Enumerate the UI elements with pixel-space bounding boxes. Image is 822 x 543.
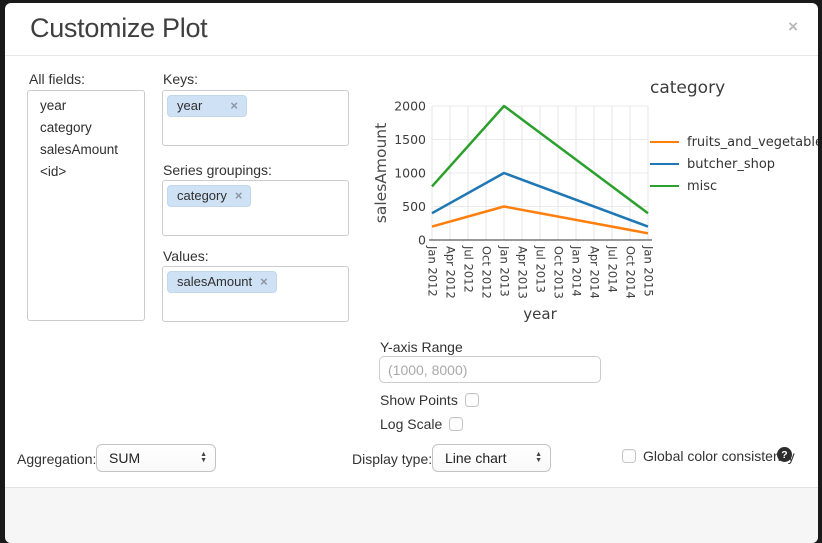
plot-preview: 0 500 1000 1500 2000 Jan 2012 Apr 2012 Jul 2012… [372,82,664,335]
field-item-year[interactable]: year [40,98,67,113]
show-points-label: Show Points [380,392,458,408]
select-stepper-icon: ▲ ▼ [200,451,207,464]
global-color-checkbox[interactable] [622,449,636,463]
svg-text:1500: 1500 [394,132,426,147]
tag-label: category [177,188,227,203]
values-label: Values: [163,248,209,264]
aggregation-label: Aggregation: [17,451,97,467]
aggregation-value: SUM [109,450,141,466]
svg-text:Jan 2015: Jan 2015 [642,245,656,297]
svg-text:Jan 2012: Jan 2012 [426,245,440,297]
legend-label: misc [687,178,718,194]
tag-year[interactable]: year × [167,95,247,117]
legend-item-misc: misc [650,175,818,197]
svg-text:Apr 2012: Apr 2012 [444,246,458,299]
dialog-title: Customize Plot [30,13,208,43]
all-fields-list: year category salesAmount <id> [27,90,145,321]
legend-label: fruits_and_vegetable [687,134,818,150]
y-axis-range-input[interactable] [379,356,601,383]
svg-text:Jul 2014: Jul 2014 [606,245,620,293]
field-item-id[interactable]: <id> [40,164,67,179]
svg-text:salesAmount: salesAmount [372,123,390,223]
svg-text:Jul 2012: Jul 2012 [462,245,476,293]
tag-remove-icon[interactable]: × [260,274,268,289]
log-scale-label: Log Scale [380,416,443,432]
svg-text:year: year [523,305,557,323]
global-color-row: Global color consistency [622,448,795,464]
svg-text:Apr 2013: Apr 2013 [516,246,530,299]
show-points-checkbox[interactable] [464,393,479,407]
field-item-salesAmount[interactable]: salesAmount [40,142,119,157]
display-type-value: Line chart [445,450,507,466]
display-type-label: Display type: [352,451,433,467]
tag-label: salesAmount [177,274,253,289]
svg-text:Jul 2013: Jul 2013 [534,245,548,293]
log-scale-checkbox[interactable] [449,417,464,431]
global-color-label: Global color consistency [643,448,795,464]
tag-salesAmount[interactable]: salesAmount × [167,271,277,293]
svg-text:Oct 2012: Oct 2012 [480,246,494,299]
field-item-category[interactable]: category [40,120,92,135]
dialog-header: Customize Plot × [5,3,818,56]
legend-swatch [650,163,679,165]
select-stepper-icon: ▲ ▼ [535,451,542,464]
svg-text:Oct 2013: Oct 2013 [552,246,566,299]
show-points-row: Show Points [380,392,479,408]
values-dropzone[interactable]: salesAmount × [162,266,349,322]
tag-remove-icon[interactable]: × [234,188,243,203]
series-groupings-dropzone[interactable]: category × [162,180,349,236]
svg-text:500: 500 [402,199,426,214]
svg-text:Apr 2014: Apr 2014 [588,246,602,299]
tag-label: year [177,98,203,113]
legend-title: category [650,78,726,98]
tag-category[interactable]: category × [167,185,252,207]
y-axis-range-label: Y-axis Range [380,339,463,355]
svg-text:0: 0 [418,233,426,248]
keys-label: Keys: [163,71,199,87]
aggregation-select[interactable]: SUM ▲ ▼ [96,444,216,472]
svg-text:Oct 2014: Oct 2014 [624,246,638,299]
legend-item-butcher_shop: butcher_shop [650,153,818,175]
close-icon[interactable]: × [788,17,798,36]
svg-text:1000: 1000 [394,166,426,181]
log-scale-row: Log Scale [380,416,464,432]
help-icon[interactable]: ? [777,447,792,462]
keys-dropzone[interactable]: year × [162,90,349,146]
line-chart: 0 500 1000 1500 2000 Jan 2012 Apr 2012 Jul 2012… [372,99,656,324]
svg-text:2000: 2000 [394,99,426,114]
all-fields-label: All fields: [29,71,86,87]
series-groupings-label: Series groupings: [163,162,272,178]
legend-swatch [650,185,679,187]
display-type-select[interactable]: Line chart ▲ ▼ [432,444,551,472]
dialog-footer [5,487,818,543]
svg-text:Jan 2013: Jan 2013 [498,245,512,297]
customize-plot-dialog: Customize Plot × All fields: year categor… [5,3,818,543]
svg-text:Jan 2014: Jan 2014 [570,245,584,297]
legend-item-fruits_and_vegetable: fruits_and_vegetable [650,131,818,153]
legend-swatch [650,141,679,143]
chart-legend: category fruits_and_vegetable butcher_sho… [650,78,818,197]
legend-label: butcher_shop [687,156,776,172]
tag-remove-icon[interactable]: × [230,98,238,113]
